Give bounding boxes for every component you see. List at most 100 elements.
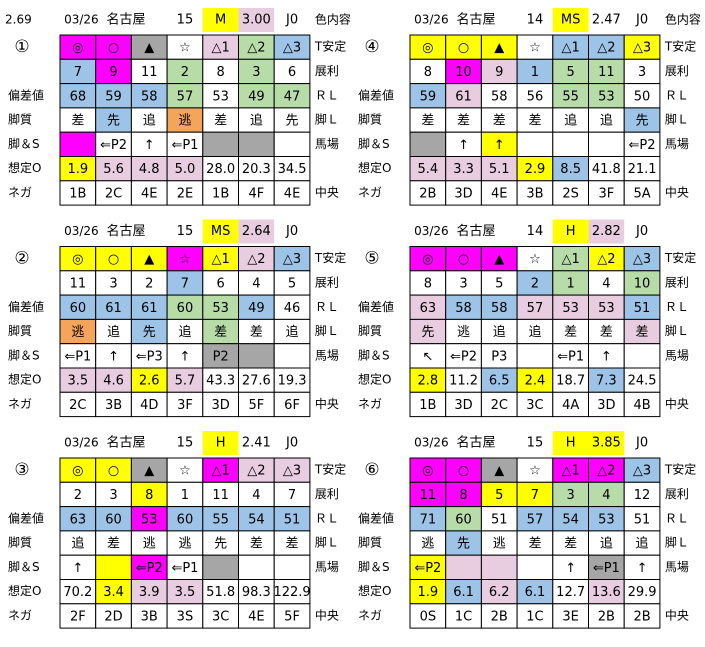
cell-text: 61 [455, 89, 472, 104]
row-label: 偏差値 [358, 299, 394, 314]
cell [59, 294, 97, 320]
cell-text: 63 [420, 301, 437, 316]
cell [623, 603, 661, 629]
cell-text: 3S [177, 609, 194, 624]
row-label-right: 脚Ｌ [665, 323, 689, 338]
row-label-right: 馬場 [665, 137, 689, 151]
cell [409, 294, 447, 320]
cell-text: 5 [567, 65, 575, 80]
cell [130, 506, 168, 532]
row-label: 想定O [358, 372, 391, 387]
header-count: 15 [527, 436, 544, 451]
row-label-right: 展利 [665, 64, 689, 78]
cell-text: ▲ [144, 464, 154, 479]
row-label-right: 中央 [315, 607, 339, 622]
header-date: 03/26 [414, 224, 449, 238]
cell-text: ↑ [144, 138, 155, 153]
cell [480, 530, 518, 556]
cell-text: 20.3 [242, 162, 271, 177]
cell [238, 131, 275, 157]
cell [552, 294, 589, 320]
row-label: 脚質 [358, 323, 382, 338]
cell-text: 53 [598, 301, 615, 316]
cell [202, 131, 240, 157]
row-label: 脚質 [8, 323, 32, 338]
header-count: 15 [177, 13, 194, 28]
cell-text: 6.2 [489, 585, 510, 600]
cell-text: 2D [104, 609, 122, 624]
cell [588, 58, 625, 85]
cell-text: 1 [181, 488, 189, 503]
cell-text: 3 [459, 276, 467, 291]
cell [166, 506, 204, 532]
cell-text: 53 [598, 512, 615, 527]
cell [516, 107, 554, 133]
score-bg [238, 8, 275, 32]
cell-text: 12.7 [556, 585, 585, 600]
cell-text: 122.9 [273, 585, 310, 600]
cell-text: △3 [283, 252, 301, 267]
cell-text: 3C [526, 398, 543, 413]
cell-text: 差 [214, 325, 227, 340]
cell-text: 4 [252, 488, 260, 503]
cell-text: 3 [252, 65, 260, 80]
cell [130, 318, 168, 345]
cell-text: 先 [636, 114, 649, 129]
cell [273, 530, 311, 556]
header-date: 03/26 [64, 224, 99, 238]
cell [588, 131, 625, 157]
cell [623, 343, 661, 369]
header-score: 3.85 [592, 436, 621, 451]
cell-text: 1C [526, 609, 543, 624]
cell-text: ↖ [422, 349, 433, 364]
cell-text: 3.5 [175, 585, 196, 600]
cell [588, 294, 625, 320]
cell-text: 4F [248, 186, 264, 201]
cell-text: 逃 [178, 537, 191, 552]
cell-text: 60 [177, 301, 194, 316]
cell-text: 98.3 [242, 585, 271, 600]
cell-text: △1 [212, 41, 230, 56]
cell-text: ⇐P1 [171, 561, 198, 576]
cell [445, 83, 482, 109]
cell [238, 506, 275, 532]
cell [95, 156, 132, 182]
cell-text: ⇐P2 [414, 561, 441, 576]
cell-text: ☆ [529, 252, 541, 267]
cell [95, 530, 132, 556]
row-label: ネガ [358, 397, 382, 411]
cell-text: ⇐P3 [136, 349, 163, 364]
score-bg [238, 219, 275, 244]
cell-text: 50 [634, 89, 651, 104]
cell-text: △2 [247, 41, 265, 56]
cell-text: 4 [252, 276, 260, 291]
cell [516, 391, 554, 418]
cell-text: 18.7 [556, 374, 585, 389]
cell-text: 63 [70, 512, 87, 527]
header-date: 03/26 [64, 436, 99, 450]
cell-text: 差 [564, 537, 577, 552]
cell-text: 2C [69, 398, 86, 413]
cell-text: 5 [495, 488, 503, 503]
cell [202, 481, 240, 508]
cell-text: 6 [217, 276, 225, 291]
row-label: 脚＆S [8, 559, 40, 574]
row-label-right: ＲＬ [315, 88, 339, 102]
panel-number: ④ [364, 37, 379, 57]
cell [95, 294, 132, 320]
cell-text: 差 [528, 537, 541, 552]
cell [166, 391, 204, 418]
cell-text: 2B [633, 609, 650, 624]
cell [552, 391, 589, 418]
cell [480, 579, 518, 605]
score-bg [588, 431, 625, 455]
cell-text: 60 [455, 512, 472, 527]
header-venue: 名古屋 [107, 435, 146, 451]
cell-text: 11 [70, 276, 87, 291]
cell [202, 457, 240, 483]
cell [130, 391, 168, 418]
cell-text: 3 [638, 65, 646, 80]
cell-text: 6.1 [525, 585, 546, 600]
cell-text: 43.3 [206, 374, 235, 389]
header-grade: MS [211, 224, 230, 239]
